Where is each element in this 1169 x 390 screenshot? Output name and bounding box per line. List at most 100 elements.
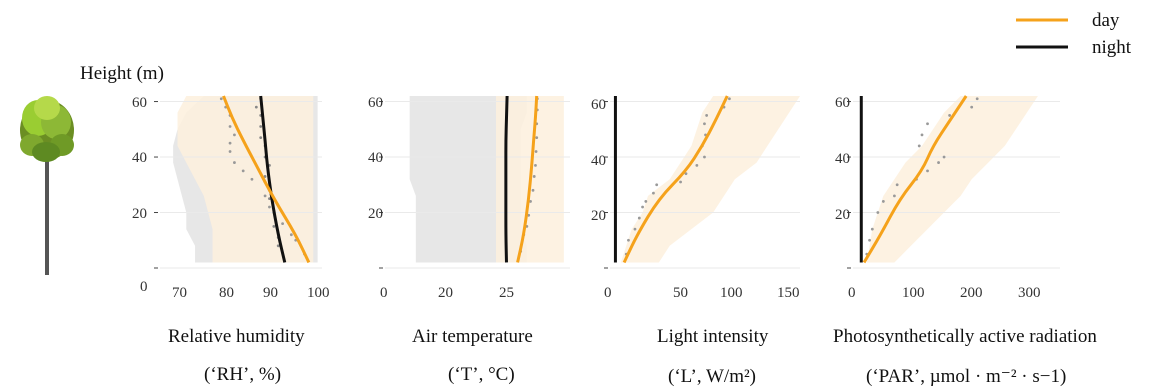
- par-point-16: [975, 97, 979, 101]
- rh-point-9: [228, 150, 232, 153]
- panel-par: 60 40 20 0 100 200 300 Photosyntheticall…: [833, 95, 1097, 387]
- par-grid: [847, 101, 1060, 269]
- rh-point-3: [281, 222, 284, 226]
- legend-night-label: night: [1092, 37, 1132, 58]
- rh-ytick-60: 60: [132, 95, 147, 111]
- temp-day-line: [516, 95, 539, 263]
- rh-bands: [173, 96, 318, 263]
- rh-npoint-12: [259, 125, 263, 128]
- par-point-9: [937, 161, 940, 164]
- light-bands: [620, 96, 800, 263]
- rh-point-5: [263, 194, 267, 198]
- rh-npoint-2: [272, 224, 276, 228]
- rh-point-2: [289, 233, 293, 237]
- rh-npoint-14: [254, 105, 258, 109]
- par-ytick-60: 60: [835, 95, 850, 111]
- light-point-1: [627, 238, 630, 242]
- par-xunit: (‘PAR’, µmol · m⁻² · s−1): [866, 366, 1066, 387]
- legend-day-label: day: [1092, 10, 1120, 31]
- rh-xlabel: Relative humidity: [168, 326, 305, 347]
- par-xtick-100: 100: [902, 285, 925, 301]
- light-point-10: [695, 163, 699, 167]
- rh-npoint-11: [259, 136, 263, 140]
- par-xlabel: Photosynthetically active radiation: [833, 326, 1097, 347]
- temp-night-line: [504, 95, 509, 263]
- y-axis-label: Height (m): [80, 63, 164, 84]
- rh-ytick-20: 20: [132, 206, 147, 222]
- light-ytick-40: 40: [591, 153, 606, 169]
- temp-point-9: [535, 136, 539, 140]
- temp-point-6: [532, 175, 536, 178]
- par-ytick-40: 40: [835, 151, 850, 167]
- panel-temp: 60 40 20 0 20 25 Air temperature (‘T’, °…: [368, 95, 570, 385]
- temp-grid: [379, 101, 570, 269]
- rh-point-7: [241, 169, 245, 173]
- light-point-8: [679, 180, 682, 184]
- light-point-7: [655, 183, 659, 187]
- panel-rh: 60 40 20 0 70 80 90 100 Relative humidit…: [132, 95, 330, 385]
- light-point-17: [728, 97, 731, 101]
- rh-day-line: [222, 95, 311, 264]
- par-point-4: [881, 200, 885, 203]
- light-point-15: [705, 114, 709, 117]
- light-point-11: [703, 155, 706, 159]
- temp-point-8: [534, 150, 538, 153]
- rh-npoint-0: [276, 244, 280, 248]
- light-point-6: [652, 191, 655, 195]
- temp-point-7: [534, 163, 537, 167]
- light-point-5: [644, 200, 648, 203]
- tree-icon: [20, 96, 74, 275]
- rh-xtick-90: 90: [263, 285, 278, 301]
- temp-xtick-25: 25: [499, 285, 514, 301]
- par-xtick-300: 300: [1018, 285, 1041, 301]
- light-ytick-60: 60: [591, 97, 606, 113]
- par-point-1: [868, 238, 871, 242]
- par-point-12: [920, 133, 924, 137]
- par-point-15: [970, 105, 974, 109]
- rh-xtick-70: 70: [172, 285, 187, 301]
- par-point-3: [876, 211, 880, 214]
- rh-xunit: (‘RH’, %): [204, 364, 281, 385]
- light-xtick-100: 100: [720, 285, 743, 301]
- light-xunit: (‘L’, W/m²): [668, 366, 756, 387]
- rh-xtick-80: 80: [219, 285, 234, 301]
- light-day-band: [620, 96, 800, 263]
- panel-light: 60 40 20 0 50 100 150 Light intensity (‘…: [591, 95, 800, 387]
- par-point-2: [870, 227, 874, 231]
- par-point-13: [926, 122, 929, 126]
- light-point-4: [641, 205, 644, 209]
- rh-ytick-40: 40: [132, 150, 147, 166]
- light-xtick-150: 150: [777, 285, 800, 301]
- par-xtick-200: 200: [960, 285, 983, 301]
- temp-point-5: [531, 188, 535, 192]
- temp-ytick-20: 20: [368, 206, 383, 222]
- light-point-9: [684, 172, 688, 176]
- temp-bands: [409, 96, 564, 263]
- rh-point-6: [250, 177, 254, 181]
- par-point-8: [926, 169, 929, 173]
- light-point-14: [703, 122, 706, 126]
- light-ytick-20: 20: [591, 208, 606, 224]
- rh-npoint-7: [263, 175, 267, 178]
- light-xtick-50: 50: [673, 285, 688, 301]
- rh-point-4: [268, 205, 271, 209]
- temp-ytick-40: 40: [368, 150, 383, 166]
- par-day-band: [866, 96, 1038, 263]
- rh-point-15: [219, 97, 223, 101]
- par-xtick-0: 0: [848, 285, 856, 301]
- rh-night-line: [259, 95, 287, 263]
- par-point-11: [917, 144, 921, 148]
- rh-npoint-4: [268, 197, 271, 201]
- rh-point-8: [233, 161, 236, 164]
- rh-point-12: [228, 125, 232, 128]
- temp-ytick-60: 60: [368, 95, 383, 111]
- light-day-line: [622, 95, 729, 264]
- temp-xlabel: Air temperature: [412, 326, 533, 347]
- temp-point-4: [529, 200, 532, 203]
- temp-xtick-20: 20: [438, 285, 453, 301]
- par-point-10: [942, 155, 946, 159]
- temp-xtick-0: 0: [380, 285, 388, 301]
- rh-ytick-0: 0: [140, 279, 148, 295]
- par-day-line: [862, 95, 968, 264]
